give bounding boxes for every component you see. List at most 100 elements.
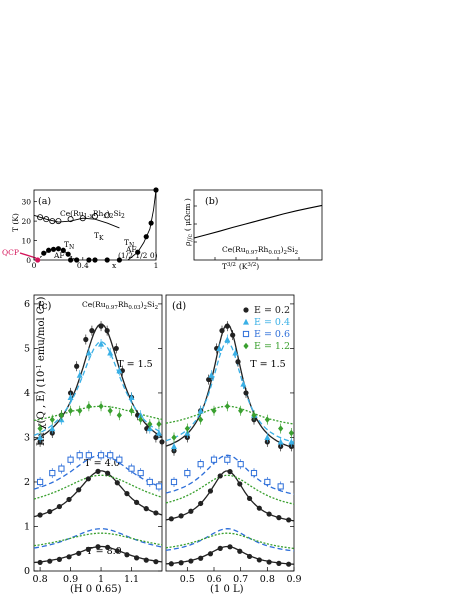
panel-a-ylabel: T (K): [11, 213, 20, 232]
panel-c-point: [85, 546, 91, 552]
panel-a-point: [67, 216, 74, 223]
panel-c-point: [146, 478, 153, 486]
panel-d-point: [178, 513, 184, 519]
panel-d-point: [224, 403, 230, 410]
panel-a-point: [55, 218, 62, 225]
panel-c-point: [98, 323, 104, 329]
panel-c-point: [76, 487, 82, 493]
panel-d-fit-curve: [165, 474, 295, 505]
panel-c-point: [143, 557, 149, 563]
panel-a-xtick-label: 0: [32, 261, 37, 270]
panel-c-point: [37, 512, 43, 518]
panel-c-fit-curve: [33, 323, 163, 441]
panel-d-point: [197, 407, 204, 414]
panel-c-point: [47, 558, 53, 564]
panel-c-fit-curve: [33, 474, 163, 500]
panel-d-xtick-label: 0.8: [260, 574, 275, 585]
panel-a-qcp-label: QCP: [2, 248, 19, 257]
panel-a-point: [116, 257, 122, 263]
panel-d-point: [286, 561, 292, 567]
panel-d-point: [188, 558, 194, 564]
panel-d-point: [250, 469, 258, 477]
panel-c-point: [67, 456, 74, 463]
panel-c-temp-label: T = 8.0: [86, 546, 121, 557]
panel-d-point: [237, 481, 243, 487]
panel-d-xtick-label: 0.7: [233, 574, 248, 585]
panel-d-point: [210, 456, 218, 463]
panel-c-point: [67, 394, 74, 400]
panel-c-point: [37, 559, 43, 566]
panel-a-point: [148, 220, 154, 226]
panel-d-temperature-labels: T = 1.5: [250, 359, 285, 370]
panel-a-qcp-point: [35, 257, 41, 263]
panel-b-marks: [193, 204, 323, 260]
panel-d-point: [224, 323, 230, 329]
panel-b: (b) ρ//c( μΩcm ) T3/2 (K3/2) Ce(Ru0.97Rh0…: [183, 189, 323, 271]
panel-c-point: [105, 470, 111, 476]
panel-c-point: [116, 367, 123, 374]
panel-c-point: [156, 420, 162, 428]
panel-d-point: [264, 416, 270, 423]
panel-d-point: [184, 469, 191, 477]
panel-a-point: [74, 257, 80, 263]
panel-d-fit-curve: [165, 532, 295, 550]
panel-d-temp-label: T = 1.5: [250, 359, 285, 370]
panel-a-marks: [33, 187, 159, 263]
panel-b-frame: [193, 189, 323, 261]
panel-d-point: [288, 429, 294, 437]
panel-c-point: [104, 328, 110, 334]
panel-c-marks: [33, 321, 165, 566]
panel-a-tn-label: TN: [64, 240, 74, 251]
panel-c-fit-curve: [33, 528, 163, 549]
panel-a-point: [79, 215, 86, 222]
panel-c-point: [95, 544, 101, 550]
panel-d-point: [198, 555, 204, 561]
panel-c-frame: [33, 294, 163, 572]
panel-d-point: [230, 332, 236, 338]
panel-a-point: [104, 257, 110, 263]
panel-a-af2-q: (1/2 1/2 0): [118, 251, 158, 260]
panel-b-tag: (b): [205, 196, 219, 207]
panel-c-point: [49, 416, 55, 423]
panel-d-point: [217, 473, 223, 479]
panel-d-point: [276, 560, 282, 566]
panel-a-line: [33, 214, 120, 229]
panel-a-tn2-label: TN: [124, 238, 134, 249]
panel-c-point: [116, 456, 123, 463]
panel-c-point: [153, 510, 159, 516]
panel-a-point: [135, 249, 141, 255]
panel-a-point: [65, 251, 71, 257]
panel-c-point: [85, 476, 91, 482]
panel-d-point: [246, 553, 253, 560]
panel-a-point: [46, 247, 52, 253]
panel-c-temperature-labels: T = 1.5 T = 4.0 T = 8.0: [84, 359, 152, 557]
panel-c-point: [89, 328, 95, 334]
panel-d-point: [235, 359, 241, 365]
panel-d-marks: [165, 321, 295, 567]
panel-d-legend: E = 0.2E = 0.4E = 0.6E = 1.2: [242, 305, 290, 352]
panel-c-point: [95, 468, 101, 474]
panel-c-point: [153, 559, 159, 565]
panel-d-fit-curve: [165, 454, 295, 495]
panel-b-line: [193, 204, 323, 239]
panel-c-point: [98, 403, 104, 410]
panel-c-ytick-label: 0: [24, 566, 30, 577]
panel-a-ytick-label: 10: [21, 237, 31, 246]
panel-c-xtick-label: 1: [98, 574, 104, 585]
panel-c-point: [128, 465, 135, 472]
panel-d-legend-marker: [243, 318, 249, 325]
panel-d-point: [256, 505, 262, 511]
panel-c-point: [113, 345, 119, 352]
panel-d-xtick-label: 0.5: [180, 574, 195, 585]
panel-d-point: [198, 500, 204, 507]
panel-c-xtick-label: 0.8: [33, 574, 48, 585]
panel-c-point: [66, 496, 72, 503]
panel-c-point: [37, 425, 43, 432]
panel-c-point: [67, 407, 74, 414]
panel-a-xlabel: x: [112, 261, 117, 270]
panel-d-point: [264, 478, 271, 486]
panel-c-point: [124, 552, 130, 558]
panel-c-point: [83, 336, 89, 343]
panel-d-point: [198, 416, 204, 423]
